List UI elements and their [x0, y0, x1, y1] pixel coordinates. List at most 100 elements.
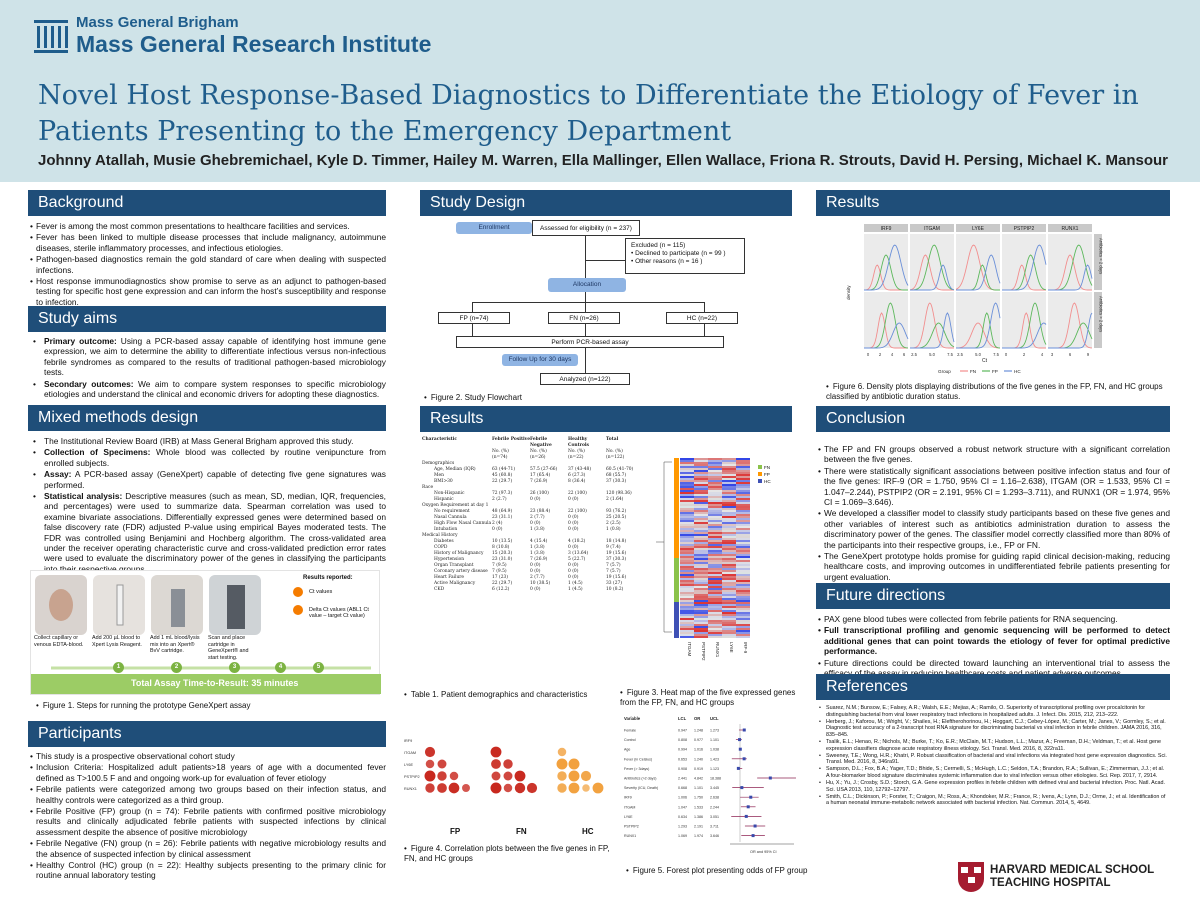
heatmap-cell	[722, 600, 736, 602]
heatmap-cell	[680, 534, 694, 536]
table-cell: CKD	[434, 587, 445, 592]
heatmap-cell	[722, 634, 736, 636]
forest-cell: 1.248	[694, 729, 703, 733]
heatmap-cell	[680, 556, 694, 558]
heatmap-cell	[708, 622, 722, 624]
heatmap-cell	[680, 554, 694, 556]
heatmap-cell	[736, 472, 750, 474]
forest-cell: 0.668	[678, 786, 687, 790]
corr-dot	[424, 746, 436, 758]
table-cell: No requirement	[434, 509, 470, 514]
heatmap-cell	[708, 562, 722, 564]
heatmap-col-label: IRF-9	[743, 642, 748, 654]
heatmap-group-cell	[674, 482, 679, 484]
density-tick: 7.5	[993, 352, 999, 357]
list-item: Primary outcome: Using a PCR-based assay…	[30, 336, 386, 378]
heatmap-group-cell	[674, 478, 679, 480]
heatmap-group-cell	[674, 608, 679, 610]
heatmap-cell	[680, 538, 694, 540]
heatmap-cell	[680, 458, 694, 460]
heatmap-cell	[680, 486, 694, 488]
table-n-row: (n=74) (n=26) (n=22) (n=122)	[422, 455, 650, 461]
heatmap-cell	[708, 558, 722, 560]
heatmap-cell	[722, 530, 736, 532]
heatmap-cell	[722, 630, 736, 632]
heatmap-cell	[708, 580, 722, 582]
table-cell: Men	[434, 473, 444, 478]
study-flowchart: Enrollment Assessed for eligibility (n =…	[420, 218, 792, 390]
heatmap-group-cell	[674, 598, 679, 600]
list-item: There were statistically significant ass…	[818, 466, 1170, 508]
heatmap-cell	[736, 630, 750, 632]
heatmap-group-cell	[674, 524, 679, 526]
heatmap-cell	[722, 526, 736, 528]
heatmap-group-cell	[674, 528, 679, 530]
fc-excluded-title: Excluded (n = 115)	[631, 242, 686, 249]
heatmap-cell	[736, 510, 750, 512]
table-cell: 17 (65.4)	[530, 473, 551, 478]
heatmap-cell	[680, 476, 694, 478]
heatmap-cell	[708, 528, 722, 530]
heatmap-cell	[694, 628, 708, 630]
corr-dot	[514, 782, 526, 794]
list-item-label: Collection of Specimens:	[44, 447, 151, 458]
heatmap-cell	[736, 538, 750, 540]
heatmap-dendrogram	[656, 461, 672, 633]
harvard-logo: HARVARD MEDICAL SCHOOL TEACHING HOSPITAL	[958, 862, 1154, 892]
heatmap-cell	[708, 624, 722, 626]
density-curve	[1048, 264, 1093, 291]
heatmap-cell	[680, 464, 694, 466]
heatmap-group-cell	[674, 500, 679, 502]
forest-cell: 1.101	[694, 786, 703, 790]
table-cell: Active Malignancy	[434, 581, 476, 586]
heatmap-cell	[680, 578, 694, 580]
heatmap-cell	[722, 568, 736, 570]
heatmap-cell	[722, 480, 736, 482]
table-row: Heart Failure 17 (23) 2 (7.7) 0 (0) 19 (15.6…	[422, 575, 650, 581]
heatmap-cell	[722, 484, 736, 486]
list-item: Pathogen-based diagnostics remain the go…	[30, 254, 386, 275]
fc-analyzed: Analyzed (n=122)	[540, 373, 630, 385]
list-item-text: Descriptive measures (such as mean, SD, …	[44, 491, 386, 574]
heatmap-cell	[722, 598, 736, 600]
heatmap-group-cell	[674, 576, 679, 578]
mgb-logo: Mass General Brigham Mass General Resear…	[34, 14, 431, 57]
heatmap-cell	[694, 460, 708, 462]
heatmap-cell	[708, 604, 722, 606]
density-gene-label: ITGAM	[924, 226, 940, 232]
table-header: Febrile Negative	[530, 437, 552, 448]
heatmap-cell	[722, 560, 736, 562]
heatmap-cell	[722, 592, 736, 594]
background-heading: Background	[28, 190, 386, 216]
heatmap-cell	[736, 496, 750, 498]
table-cell: 1 (3.8)	[530, 545, 545, 550]
corr-dot	[568, 770, 580, 782]
heatmap-cell	[694, 532, 708, 534]
heatmap-cell	[694, 520, 708, 522]
legend-item: HC	[758, 478, 771, 485]
heatmap-cell	[694, 598, 708, 600]
heatmap-cell	[680, 614, 694, 616]
heatmap-cell	[694, 582, 708, 584]
heatmap-cell	[694, 588, 708, 590]
heatmap-cell	[708, 490, 722, 492]
heatmap-cell	[722, 528, 736, 530]
heatmap-cell	[694, 622, 708, 624]
heatmap-group-cell	[674, 562, 679, 564]
heatmap-cell	[736, 618, 750, 620]
heatmap-cell	[680, 612, 694, 614]
heatmap-cell	[708, 572, 722, 574]
fc-fp: FP (n=74)	[438, 312, 510, 324]
heatmap-cell	[708, 462, 722, 464]
heatmap-cell	[680, 544, 694, 546]
table-header: Healthy Controls	[568, 437, 590, 448]
list-item: Future directions could be directed towa…	[818, 658, 1170, 679]
density-legend-label: FP	[992, 369, 998, 374]
table-cell: 45 (60.8)	[492, 473, 513, 478]
list-item-text: Febrile Positive (FP) group (n = 74): Fe…	[36, 806, 386, 837]
heatmap-cell	[708, 542, 722, 544]
table-cell: 63 (44-71)	[492, 467, 516, 472]
heatmap-cell	[694, 478, 708, 480]
heatmap-cell	[722, 534, 736, 536]
heatmap-cell	[680, 588, 694, 590]
